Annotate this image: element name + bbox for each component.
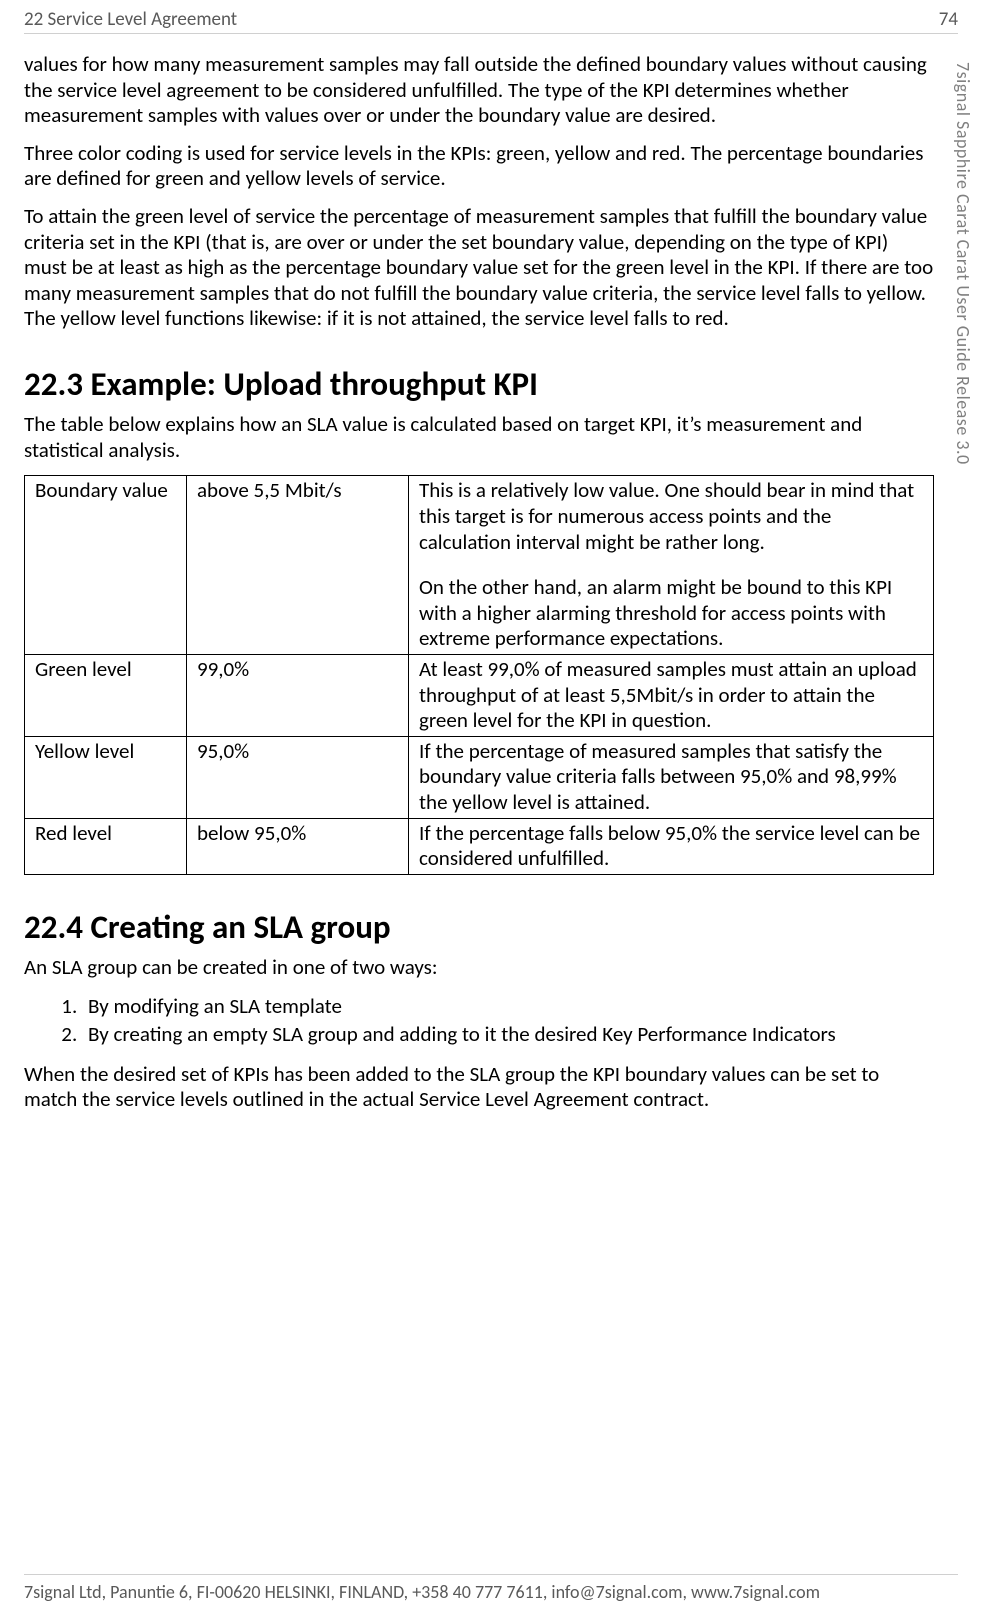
page: 22 Service Level Agreement 74 7signal Sa… xyxy=(0,0,982,1617)
table-cell: Boundary value xyxy=(25,476,187,655)
table-cell: above 5,5 Mbit/s xyxy=(187,476,409,655)
cell-text: This is a relatively low value. One shou… xyxy=(419,478,925,555)
ways-list: By modifying an SLA template By creating… xyxy=(24,994,934,1047)
list-item: By modifying an SLA template xyxy=(82,994,934,1020)
table-cell: This is a relatively low value. One shou… xyxy=(409,476,934,655)
cell-text: On the other hand, an alarm might be bou… xyxy=(419,575,925,652)
body-paragraph: values for how many measurement samples … xyxy=(24,52,934,129)
table-cell: 95,0% xyxy=(187,736,409,818)
page-header: 22 Service Level Agreement 74 xyxy=(24,6,958,34)
table-cell: below 95,0% xyxy=(187,818,409,874)
kpi-table: Boundary value above 5,5 Mbit/s This is … xyxy=(24,475,934,875)
body-paragraph: To attain the green level of service the… xyxy=(24,204,934,332)
table-cell: If the percentage falls below 95,0% the … xyxy=(409,818,934,874)
list-item: By creating an empty SLA group and addin… xyxy=(82,1022,934,1048)
section-intro: The table below explains how an SLA valu… xyxy=(24,412,934,463)
page-footer: 7signal Ltd, Panuntie 6, FI-00620 HELSIN… xyxy=(24,1574,958,1603)
section-intro: An SLA group can be created in one of tw… xyxy=(24,955,934,981)
table-row: Yellow level 95,0% If the percentage of … xyxy=(25,736,934,818)
table-cell: Red level xyxy=(25,818,187,874)
table-cell: If the percentage of measured samples th… xyxy=(409,736,934,818)
table-cell: Green level xyxy=(25,654,187,736)
section-outro: When the desired set of KPIs has been ad… xyxy=(24,1062,934,1113)
section-heading-22-4: 22.4 Creating an SLA group xyxy=(24,907,934,947)
table-cell: At least 99,0% of measured samples must … xyxy=(409,654,934,736)
table-row: Boundary value above 5,5 Mbit/s This is … xyxy=(25,476,934,655)
section-heading-22-3: 22.3 Example: Upload throughput KPI xyxy=(24,364,934,404)
table-row: Green level 99,0% At least 99,0% of meas… xyxy=(25,654,934,736)
table-row: Red level below 95,0% If the percentage … xyxy=(25,818,934,874)
table-cell: 99,0% xyxy=(187,654,409,736)
table-cell: Yellow level xyxy=(25,736,187,818)
body-paragraph: Three color coding is used for service l… xyxy=(24,141,934,192)
page-content: values for how many measurement samples … xyxy=(24,52,934,1125)
header-page-number: 74 xyxy=(939,8,958,31)
header-left: 22 Service Level Agreement xyxy=(24,8,237,31)
side-margin-text: 7signal Sapphire Carat Carat User Guide … xyxy=(952,62,974,465)
